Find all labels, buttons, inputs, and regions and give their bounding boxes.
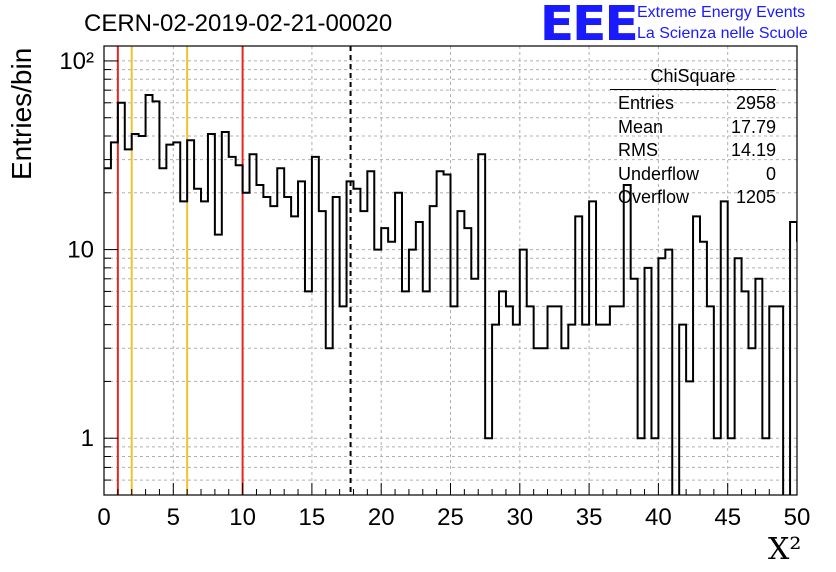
stats-row: Mean 17.79 [610,116,776,140]
stats-label: Underflow [618,163,700,184]
stats-value: 0 [765,163,776,184]
stats-label: RMS [618,140,658,160]
eee-logo: EEE [539,0,639,52]
y-tick-label: 1 [81,425,94,452]
y-tick-label: 10 [67,237,94,264]
stats-value: 2958 [735,93,776,113]
x-tick-label: 40 [645,504,672,531]
stats-row: Underflow 0 [610,163,776,187]
stats-label: Entries [618,93,675,113]
logo-subtitle-1: Extreme Energy Events [637,4,806,21]
stats-row: Entries 2958 [610,92,776,116]
stats-box: ChiSquare Entries 2958 Mean 17.79 RMS 14… [610,66,776,210]
x-tick-label: 20 [368,504,395,531]
y-tick-label: 10² [59,48,94,75]
x-tick-label: 5 [167,504,180,531]
chart-title: CERN-02-2019-02-21-00020 [84,10,393,37]
x-tick-label: 15 [299,504,326,531]
x-tick-label: 35 [576,504,603,531]
stats-title: ChiSquare [610,66,776,90]
stats-value: 1205 [735,187,776,207]
stats-label: Overflow [618,187,690,207]
stats-value: 17.79 [730,116,776,137]
stats-row: RMS 14.19 [610,139,776,163]
x-tick-label: 30 [506,504,533,531]
stats-value: 14.19 [730,140,776,160]
x-tick-label: 50 [784,504,811,531]
histogram-step-line [104,93,797,495]
x-tick-label: 25 [437,504,464,531]
x-tick-label: 45 [714,504,741,531]
x-tick-label: 0 [97,504,110,531]
y-axis-label: Entries/bin [6,47,37,180]
stats-row: Overflow 1205 [610,186,776,210]
stats-label: Mean [618,116,664,137]
x-axis-label: X² [768,532,802,567]
x-tick-label: 10 [229,504,256,531]
logo-subtitle-2: La Scienza nelle Scuole [637,25,808,42]
